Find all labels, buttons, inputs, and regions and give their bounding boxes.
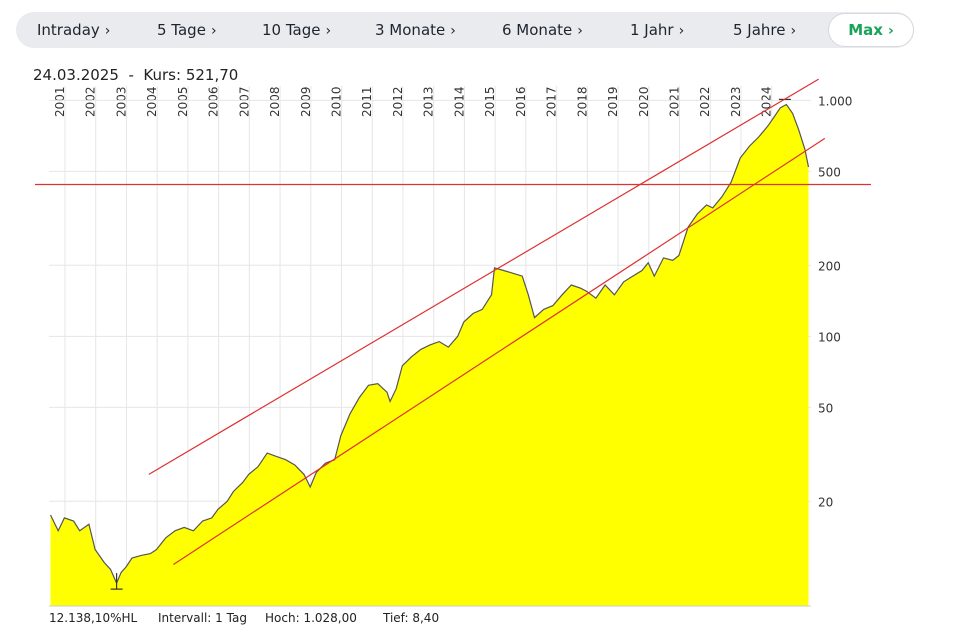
x-tick-label: 2022 bbox=[698, 86, 712, 117]
quote-date: 24.03.2025 bbox=[33, 66, 119, 84]
x-tick-label: 2008 bbox=[268, 86, 282, 117]
tab-max[interactable]: Max › bbox=[828, 13, 914, 47]
x-tick-label: 2019 bbox=[606, 86, 620, 117]
high-label: Hoch: bbox=[265, 611, 300, 625]
x-tick-label: 2015 bbox=[483, 86, 497, 117]
chevron-right-icon: › bbox=[210, 23, 217, 39]
x-tick-label: 2005 bbox=[176, 86, 190, 117]
price-label: Kurs: bbox=[143, 66, 182, 84]
tab-6-monate[interactable]: 6 Monate › bbox=[502, 12, 583, 48]
x-tick-label: 2021 bbox=[667, 86, 681, 117]
x-tick-label: 2023 bbox=[729, 86, 743, 117]
high-value: 1.028,00 bbox=[303, 611, 357, 625]
interval-value: 1 Tag bbox=[215, 611, 247, 625]
chevron-right-icon: › bbox=[790, 23, 797, 39]
tab-label: Max bbox=[848, 21, 883, 39]
tab-label: Intraday bbox=[37, 21, 100, 39]
y-tick-label: 1.000 bbox=[818, 94, 852, 108]
x-tick-label: 2017 bbox=[545, 86, 559, 117]
x-tick-label: 2014 bbox=[452, 86, 466, 117]
price-value: 521,70 bbox=[185, 66, 239, 84]
x-tick-label: 2006 bbox=[207, 86, 221, 117]
tab-10-tage[interactable]: 10 Tage › bbox=[262, 12, 331, 48]
low-info: Tief: 8,40 bbox=[383, 611, 439, 625]
chevron-right-icon: › bbox=[450, 23, 456, 39]
tab-label: 5 Tage bbox=[157, 21, 206, 39]
upper-channel-line bbox=[148, 78, 819, 475]
chevron-right-icon: › bbox=[104, 23, 111, 39]
lower-channel-line bbox=[173, 137, 826, 565]
tab-label: 6 Monate bbox=[502, 21, 573, 39]
x-tick-label: 2010 bbox=[330, 86, 344, 117]
y-tick-label: 20 bbox=[818, 495, 833, 509]
x-tick-label: 2004 bbox=[145, 86, 159, 117]
interval-label: Intervall: bbox=[158, 611, 212, 625]
x-tick-label: 2012 bbox=[391, 86, 405, 117]
low-label: Tief: bbox=[383, 611, 409, 625]
tab-label: 10 Tage bbox=[262, 21, 321, 39]
y-tick-label: 500 bbox=[818, 165, 841, 179]
x-tick-label: 2013 bbox=[422, 86, 436, 117]
x-tick-label: 2024 bbox=[760, 86, 774, 117]
tab-5-tage[interactable]: 5 Tage › bbox=[157, 12, 217, 48]
tab-3-monate[interactable]: 3 Monate › bbox=[375, 12, 456, 48]
price-header: 24.03.2025 - Kurs: 521,70 bbox=[33, 66, 238, 84]
y-tick-label: 200 bbox=[818, 259, 841, 273]
chevron-right-icon: › bbox=[577, 23, 583, 39]
tab-1-jahr[interactable]: 1 Jahr › bbox=[630, 12, 684, 48]
low-value: 8,40 bbox=[412, 611, 440, 625]
price-line bbox=[49, 103, 810, 585]
x-tick-label: 2016 bbox=[514, 86, 528, 117]
header-separator: - bbox=[128, 66, 134, 84]
x-tick-label: 2018 bbox=[575, 86, 589, 117]
tab-label: 1 Jahr bbox=[630, 21, 674, 39]
period-tab-bar bbox=[16, 12, 914, 48]
tab-intraday[interactable]: Intraday › bbox=[37, 12, 110, 48]
x-tick-label: 2011 bbox=[360, 86, 374, 117]
y-tick-label: 100 bbox=[818, 330, 841, 344]
x-tick-label: 2003 bbox=[114, 86, 128, 117]
chevron-right-icon: › bbox=[887, 23, 894, 39]
x-tick-label: 2001 bbox=[53, 86, 67, 117]
high-info: Hoch: 1.028,00 bbox=[265, 611, 357, 625]
performance-value: 12.138,10%HL bbox=[49, 611, 138, 625]
chevron-right-icon: › bbox=[678, 23, 685, 39]
tab-label: 5 Jahre bbox=[733, 21, 786, 39]
price-area bbox=[50, 104, 809, 606]
tab-label: 3 Monate bbox=[375, 21, 446, 39]
chevron-right-icon: › bbox=[325, 23, 332, 39]
x-tick-label: 2009 bbox=[299, 86, 313, 117]
x-tick-label: 2007 bbox=[237, 86, 251, 117]
tab-5-jahre[interactable]: 5 Jahre › bbox=[733, 12, 796, 48]
interval-info: Intervall: 1 Tag bbox=[158, 611, 247, 625]
x-tick-label: 2020 bbox=[637, 86, 651, 117]
x-tick-label: 2002 bbox=[84, 86, 98, 117]
y-tick-label: 50 bbox=[818, 401, 833, 415]
